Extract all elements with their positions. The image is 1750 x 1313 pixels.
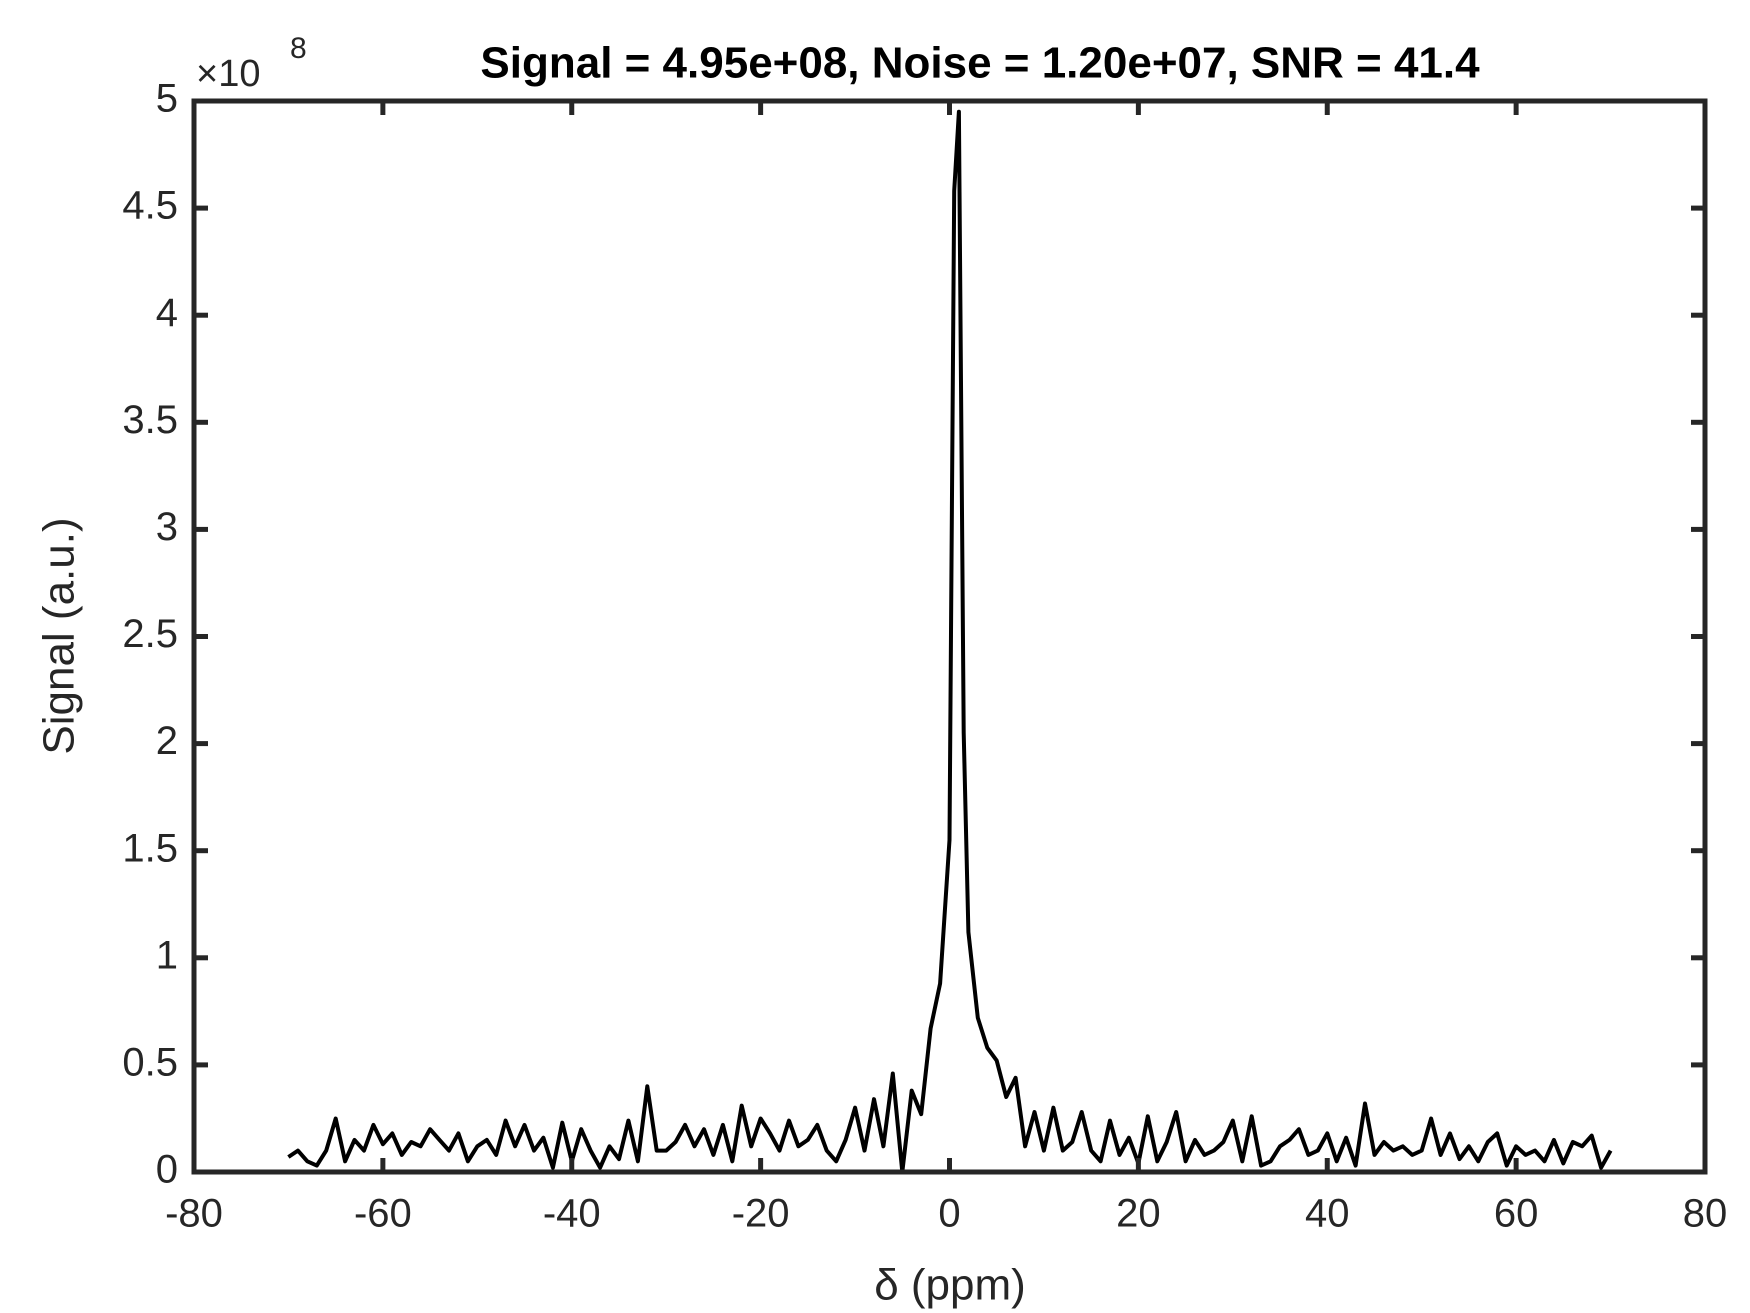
x-tick-label: -20: [732, 1192, 790, 1236]
x-tick-label: -40: [543, 1192, 601, 1236]
y-tick-label: 4: [156, 291, 178, 335]
x-tick-label: -60: [354, 1192, 412, 1236]
line-series: [287, 109, 1613, 1174]
x-tick-label: 0: [938, 1192, 960, 1236]
axes-box: [191, 98, 1708, 1175]
y-tick-label: 2.5: [122, 612, 178, 656]
x-tick-label: -80: [165, 1192, 223, 1236]
y-exponent-base: ×10: [196, 53, 260, 95]
y-tick-label: 1.5: [122, 826, 178, 870]
x-tick-label: 80: [1683, 1192, 1728, 1236]
x-axis-label: δ (ppm): [874, 1261, 1026, 1310]
y-tick-label: 5: [156, 77, 178, 121]
y-tick-label: 0: [156, 1148, 178, 1192]
y-exponent-power: 8: [290, 32, 307, 65]
y-tick-label: 2: [156, 719, 178, 763]
y-tick-label: 3: [156, 505, 178, 549]
y-axis-label: Signal (a.u.): [35, 517, 84, 754]
y-tick-label: 4.5: [122, 184, 178, 228]
y-tick-label: 3.5: [122, 398, 178, 442]
x-tick-label: 20: [1116, 1192, 1161, 1236]
chart-title: Signal = 4.95e+08, Noise = 1.20e+07, SNR…: [480, 39, 1480, 88]
y-tick-label: 0.5: [122, 1040, 178, 1084]
x-tick-label: 60: [1494, 1192, 1539, 1236]
y-tick-label: 1: [156, 933, 178, 977]
x-tick-label: 40: [1305, 1192, 1350, 1236]
